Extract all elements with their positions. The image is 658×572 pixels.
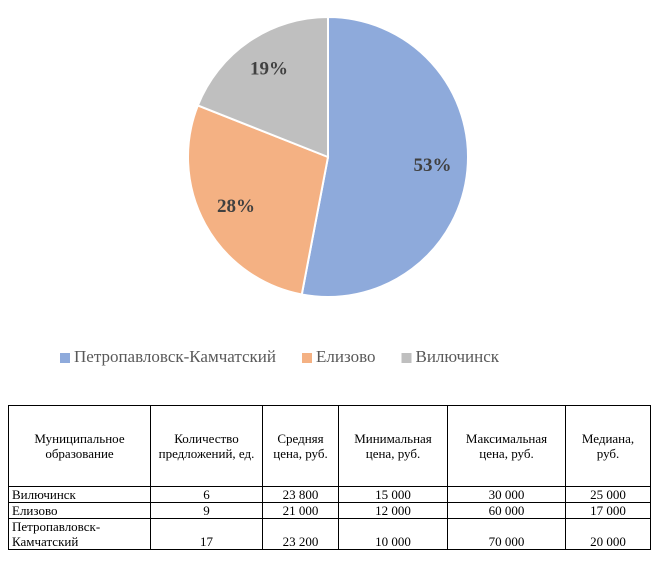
legend-label: Елизово xyxy=(316,347,376,366)
table-row: Петропавловск-Камчатский 17 23 200 10 000 70… xyxy=(8,518,651,550)
table-cell: 25 000 xyxy=(565,486,651,503)
data-table: Муниципальное образование Количество пред… xyxy=(8,405,651,550)
table-cell: 60 000 xyxy=(447,502,566,519)
chart: 53% 28% 19% Петропавловск-Камчатский Елизово… xyxy=(60,15,500,366)
legend-label: Петропавловск-Камчатский xyxy=(74,347,276,366)
pie-slice xyxy=(300,15,469,298)
header-cell: Количество предложений, ед. xyxy=(150,405,263,487)
table-cell: 23 800 xyxy=(262,486,339,503)
table-cell: 9 xyxy=(150,502,263,519)
table-cell: 30 000 xyxy=(447,486,566,503)
table-cell: 70 000 xyxy=(447,518,566,550)
header-cell: Средняя цена, руб. xyxy=(262,405,339,487)
pie-slice xyxy=(187,104,330,296)
table-cell: 10 000 xyxy=(338,518,448,550)
pie-slice xyxy=(196,15,329,159)
table-cell: 23 200 xyxy=(262,518,339,550)
header-cell: Муниципальное образование xyxy=(8,405,151,487)
header-cell: Медиана, руб. xyxy=(565,405,651,487)
table-cell: Петропавловск-Камчатский xyxy=(8,518,151,550)
table-cell: 6 xyxy=(150,486,263,503)
table-cell: Елизово xyxy=(8,502,151,519)
legend-swatch xyxy=(302,353,312,363)
data-label: 19% xyxy=(250,59,288,80)
table-row: Елизово 9 21 000 12 000 60 000 17 000 xyxy=(8,502,651,519)
table-cell: 12 000 xyxy=(338,502,448,519)
data-label: 28% xyxy=(217,196,255,217)
table-cell: Вилючинск xyxy=(8,486,151,503)
table-cell: 17 000 xyxy=(565,502,651,519)
legend-swatch xyxy=(60,353,70,363)
data-label: 53% xyxy=(414,155,452,176)
table-cell: 20 000 xyxy=(565,518,651,550)
table-cell: 21 000 xyxy=(262,502,339,519)
table-row: Вилючинск 6 23 800 15 000 30 000 25 000 xyxy=(8,486,651,503)
table-row: Муниципальное образование Количество пред… xyxy=(8,405,651,487)
header-cell: Минимальная цена, руб. xyxy=(338,405,448,487)
header-cell: Максимальная цена, руб. xyxy=(447,405,566,487)
table-cell: 17 xyxy=(150,518,263,550)
legend-label: Вилючинск xyxy=(416,347,500,366)
legend-swatch xyxy=(401,353,412,363)
table-cell: 15 000 xyxy=(338,486,448,503)
